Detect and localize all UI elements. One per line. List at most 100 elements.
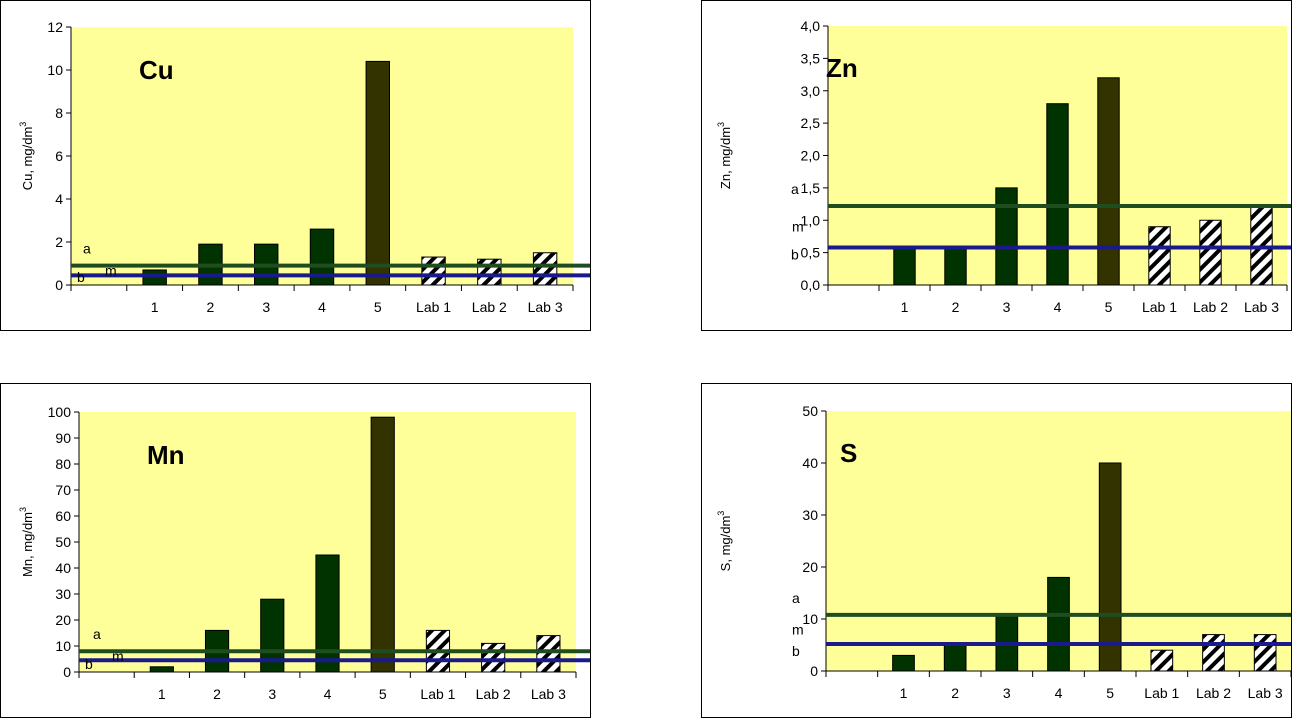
x-tick-label: 4 — [1054, 299, 1062, 315]
x-tick-label: Lab 1 — [420, 686, 455, 702]
reference-label: a — [792, 590, 800, 606]
x-tick-label: 5 — [374, 299, 382, 315]
chart-svg: 0,0 0,5 1,0 1,5 2,0 2,5 3,0 3,5 4,0 1 2 3 4 5 Lab 1 Lab… — [716, 18, 1291, 315]
bar — [370, 416, 395, 673]
bar — [1097, 77, 1120, 286]
x-tick-label: Lab 3 — [1244, 299, 1279, 315]
y-tick-label: 90 — [55, 430, 71, 446]
y-tick-label: 0,0 — [801, 277, 821, 293]
bar — [481, 642, 506, 673]
chart-svg: 0 10 20 30 40 50 1 2 3 4 5 Lab 1 Lab 2 Lab 3 amb S S, mg… — [716, 403, 1291, 701]
y-tick-label: 10 — [802, 611, 818, 627]
y-tick-label: 70 — [55, 482, 71, 498]
y-axis-label-superscript: 3 — [18, 507, 28, 512]
x-tick-label: 3 — [1003, 299, 1011, 315]
y-tick-label: 40 — [802, 455, 818, 471]
y-tick-label: 100 — [48, 404, 72, 420]
y-tick-label: 30 — [802, 507, 818, 523]
bar — [995, 187, 1018, 286]
bar — [943, 644, 967, 672]
y-tick-label: 60 — [55, 508, 71, 524]
y-axis-label-superscript: 3 — [18, 122, 28, 127]
y-tick-label: 40 — [55, 560, 71, 576]
x-tick-label: Lab 3 — [1248, 685, 1283, 701]
y-tick-label: 1,0 — [801, 212, 821, 228]
x-tick-label: Lab 2 — [1193, 299, 1228, 315]
y-axis-label: Mn, mg/dm3 — [18, 507, 35, 577]
y-tick-label: 80 — [55, 456, 71, 472]
chart-title: Mn — [147, 440, 185, 470]
chart-title: Zn — [826, 53, 858, 83]
x-tick-label: Lab 2 — [1196, 685, 1231, 701]
x-tick-label: 3 — [262, 299, 270, 315]
reference-label: m — [792, 219, 804, 235]
bar — [1046, 103, 1069, 286]
chart-title: S — [840, 438, 857, 468]
bar — [1098, 462, 1122, 672]
x-tick-label: 2 — [207, 299, 215, 315]
bar — [1047, 576, 1070, 672]
x-tick-label: Lab 1 — [416, 299, 451, 315]
x-tick-label: Lab 2 — [472, 299, 507, 315]
reference-label: m — [112, 648, 124, 664]
reference-label: a — [791, 181, 799, 197]
x-tick-label: 4 — [318, 299, 326, 315]
x-tick-label: Lab 1 — [1142, 299, 1177, 315]
zn-chart-panel: 0,0 0,5 1,0 1,5 2,0 2,5 3,0 3,5 4,0 1 2 3 4 5 Lab 1 Lab… — [701, 0, 1292, 331]
bar — [532, 252, 558, 286]
y-axis-label: Cu, mg/dm3 — [18, 122, 35, 191]
y-axis-label: Zn, mg/dm3 — [716, 122, 733, 189]
x-tick-label: Lab 3 — [531, 686, 566, 702]
y-tick-label: 10 — [55, 638, 71, 654]
y-tick-label: 4 — [55, 191, 63, 207]
x-tick-label: 4 — [1055, 685, 1063, 701]
bar — [944, 245, 967, 286]
y-axis-label-superscript: 3 — [716, 122, 726, 127]
bar — [892, 654, 915, 672]
y-tick-label: 30 — [55, 586, 71, 602]
reference-label: b — [77, 269, 85, 285]
x-tick-label: 2 — [951, 685, 959, 701]
bar — [365, 60, 390, 286]
x-tick-label: 1 — [901, 299, 909, 315]
x-tick-label: 1 — [151, 299, 159, 315]
bar — [893, 245, 916, 286]
x-tick-label: 5 — [1105, 299, 1113, 315]
y-axis-label: S, mg/dm3 — [716, 511, 733, 572]
y-tick-label: 1,5 — [801, 180, 821, 196]
bar — [1150, 649, 1174, 672]
y-tick-label: 0 — [63, 664, 71, 680]
x-tick-label: 1 — [900, 685, 908, 701]
bar — [1253, 634, 1277, 672]
x-tick-label: 5 — [379, 686, 387, 702]
x-tick-label: 5 — [1106, 685, 1114, 701]
y-tick-label: 6 — [55, 148, 63, 164]
x-tick-label: 4 — [324, 686, 332, 702]
x-tick-label: 3 — [1003, 685, 1011, 701]
y-tick-label: 2,0 — [801, 148, 821, 164]
x-tick-label: 2 — [952, 299, 960, 315]
bar — [1202, 634, 1225, 672]
x-tick-label: 3 — [268, 686, 276, 702]
y-tick-label: 3,5 — [801, 50, 821, 66]
x-tick-label: Lab 1 — [1144, 685, 1179, 701]
chart-svg: 0 10 20 30 40 50 60 70 80 90 100 1 2 3 4 5 Lab 1 Lab 2 Lab… — [18, 404, 590, 702]
bar — [536, 635, 561, 673]
reference-label: m — [105, 262, 117, 278]
y-tick-label: 8 — [55, 105, 63, 121]
bar — [142, 269, 167, 286]
reference-label: a — [93, 626, 101, 642]
x-tick-label: Lab 2 — [476, 686, 511, 702]
y-tick-label: 50 — [802, 403, 818, 419]
y-tick-label: 2,5 — [801, 115, 821, 131]
y-tick-label: 2 — [55, 234, 63, 250]
bar — [421, 256, 446, 286]
x-tick-label: Lab 3 — [528, 299, 563, 315]
bar — [149, 666, 174, 673]
y-tick-label: 12 — [47, 19, 63, 35]
bar — [260, 598, 285, 673]
y-tick-label: 0 — [55, 277, 63, 293]
s-chart-panel: 0 10 20 30 40 50 1 2 3 4 5 Lab 1 Lab 2 Lab 3 a m b S S, mg… — [701, 383, 1292, 718]
y-tick-label: 0,5 — [801, 245, 821, 261]
